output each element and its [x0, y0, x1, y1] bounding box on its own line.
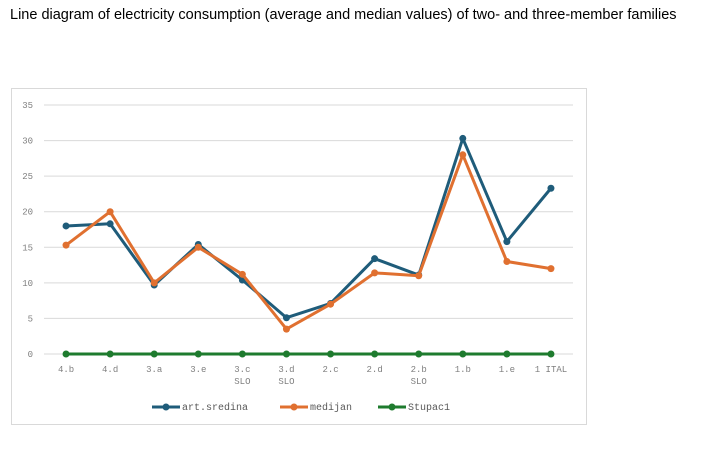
y-axis: 0 5 10 15 20 25 30 35: [22, 101, 33, 360]
data-point-Stupac1: [106, 350, 114, 358]
data-point-medijan: [459, 151, 467, 159]
data-point-Stupac1: [459, 350, 467, 358]
y-tick-label: 15: [22, 243, 33, 253]
data-point-Stupac1: [194, 350, 202, 358]
x-tick-label: 4.d: [102, 365, 118, 375]
data-point-medijan: [106, 208, 114, 216]
data-point-medijan: [547, 265, 555, 273]
data-point-art.sredina: [371, 255, 379, 263]
x-tick-label: 1 ITAL: [535, 365, 567, 375]
x-tick-label: 2.b SLO: [411, 365, 427, 387]
y-tick-label: 10: [22, 279, 33, 289]
data-point-Stupac1: [327, 350, 335, 358]
data-point-Stupac1: [503, 350, 511, 358]
x-tick-label: 1.e: [499, 365, 515, 375]
y-tick-label: 30: [22, 137, 33, 147]
data-point-medijan: [371, 269, 379, 277]
data-point-art.sredina: [459, 134, 467, 142]
series-line-art.sredina: [65, 136, 553, 320]
series-lines: [62, 134, 555, 358]
legend-label: medijan: [310, 402, 352, 414]
legend-marker: [162, 403, 170, 411]
data-point-medijan: [150, 279, 158, 287]
data-point-Stupac1: [62, 350, 70, 358]
y-tick-label: 20: [22, 208, 33, 218]
data-point-Stupac1: [238, 350, 246, 358]
data-point-Stupac1: [282, 350, 290, 358]
data-point-medijan: [62, 241, 70, 249]
x-tick-label: 2.d: [367, 365, 383, 375]
legend-marker: [388, 403, 396, 411]
y-tick-label: 35: [22, 101, 33, 111]
legend-marker: [290, 403, 298, 411]
data-point-art.sredina: [547, 184, 555, 192]
x-tick-label: 1.b: [455, 365, 471, 375]
data-point-Stupac1: [415, 350, 423, 358]
data-point-Stupac1: [150, 350, 158, 358]
data-point-art.sredina: [503, 238, 511, 246]
line-chart: 0 5 10 15 20 25 30 35 4.b 4.d 3.a 3.e 3.c SLO 3.d SLO 2…: [22, 101, 573, 414]
data-point-medijan: [415, 272, 423, 280]
y-tick-label: 5: [28, 314, 33, 324]
data-point-medijan: [238, 270, 246, 278]
data-point-medijan: [503, 258, 511, 266]
legend: art.sredina medijan Stupac1: [152, 402, 450, 414]
y-tick-label: 25: [22, 172, 33, 182]
y-tick-label: 0: [28, 350, 33, 360]
chart-caption: Line diagram of electricity consumption …: [10, 7, 677, 23]
data-point-medijan: [194, 243, 202, 251]
x-tick-label: 3.c SLO: [234, 365, 250, 387]
data-point-art.sredina: [62, 222, 70, 230]
data-point-Stupac1: [371, 350, 379, 358]
x-tick-label: 4.b: [58, 365, 74, 375]
series-line-medijan: [65, 153, 552, 331]
x-tick-label: 2.c: [322, 365, 338, 375]
x-axis: 4.b 4.d 3.a 3.e 3.c SLO 3.d SLO 2.c 2.d 2.b SLO 1.b 1…: [58, 365, 567, 387]
x-tick-label: 3.d SLO: [278, 365, 294, 387]
legend-label: Stupac1: [408, 403, 450, 414]
data-point-art.sredina: [282, 314, 290, 322]
chart-area: 0 5 10 15 20 25 30 35 4.b 4.d 3.a 3.e 3.c SLO 3.d SLO 2…: [11, 88, 587, 425]
data-point-medijan: [327, 300, 335, 308]
legend-label: art.sredina: [182, 402, 248, 414]
data-point-medijan: [282, 325, 290, 333]
x-tick-label: 3.e: [190, 365, 206, 375]
x-tick-label: 3.a: [146, 365, 163, 375]
data-point-art.sredina: [106, 220, 114, 228]
data-point-Stupac1: [547, 350, 555, 358]
